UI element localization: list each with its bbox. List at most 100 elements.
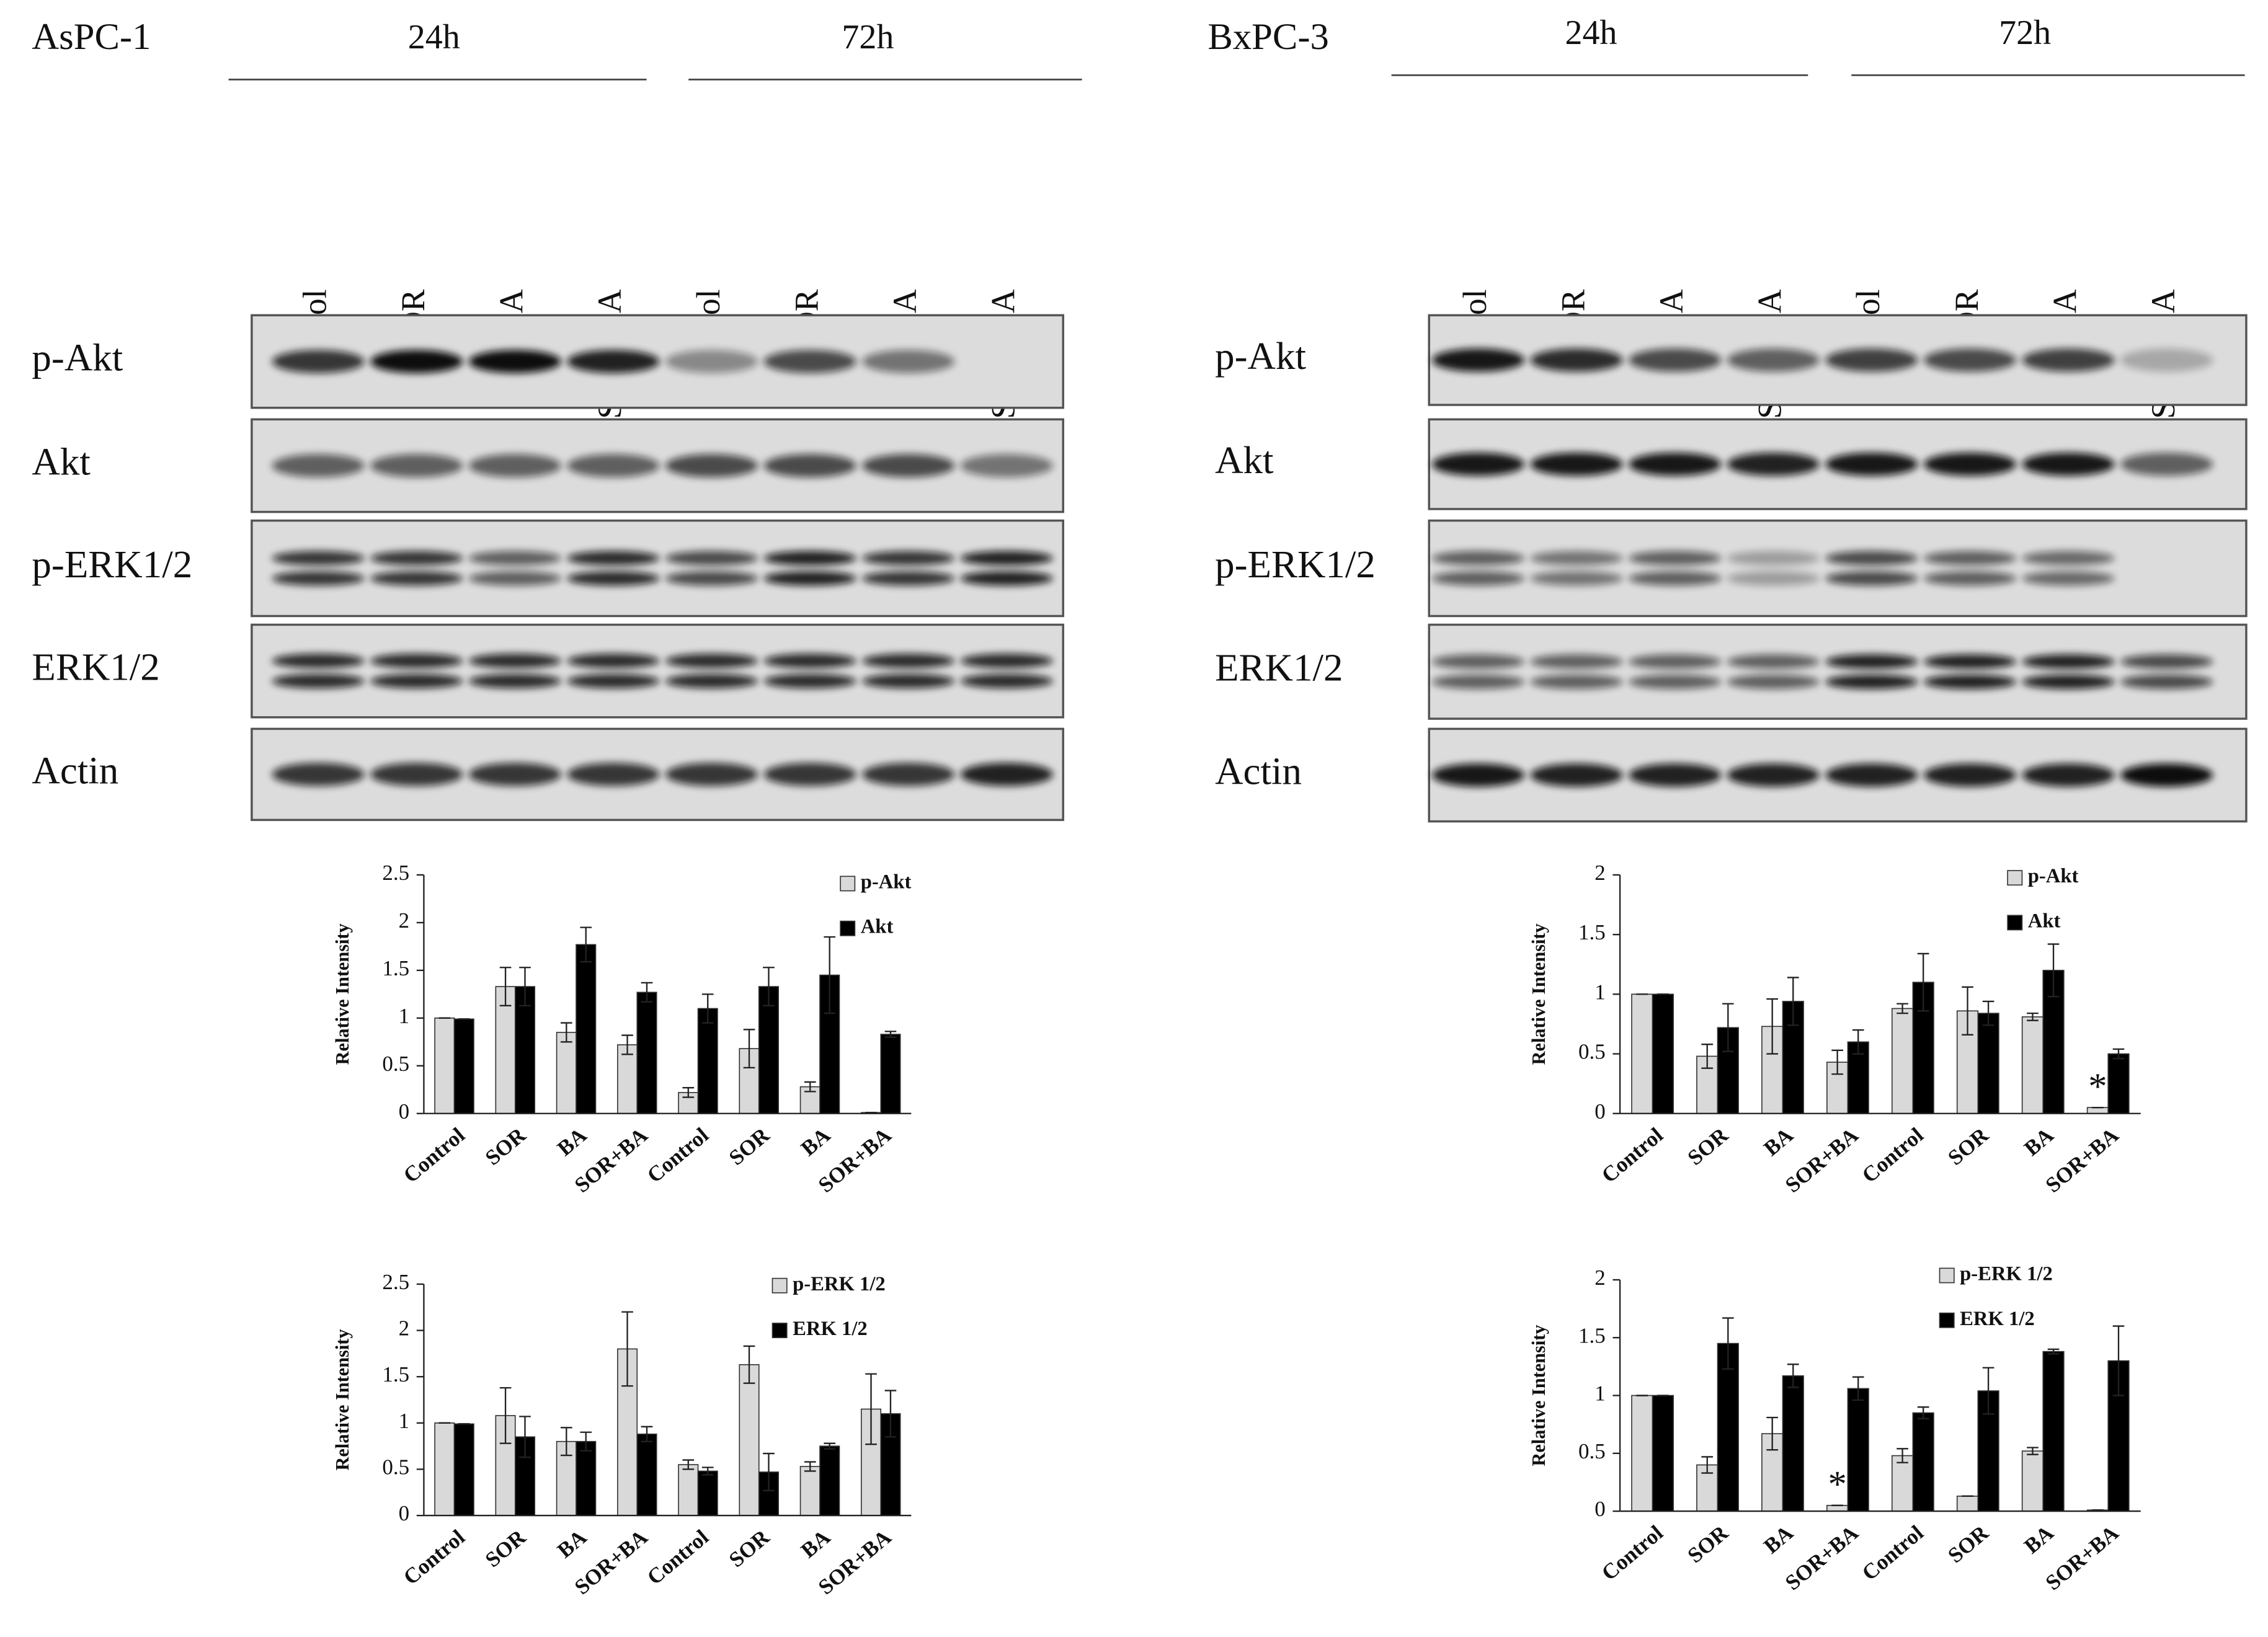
y-tick-label: 2: [1594, 1266, 1605, 1290]
blot-band: [763, 763, 856, 786]
blot-label: Actin: [1215, 749, 1302, 792]
error-bar: [804, 1081, 816, 1093]
y-tick-label: 1.5: [382, 1362, 409, 1386]
blot-label: Akt: [32, 440, 91, 483]
x-tick-label: SOR: [1683, 1520, 1733, 1568]
blot-band: [1727, 571, 1820, 586]
blot-band: [272, 763, 365, 786]
bar: [1782, 1375, 1804, 1512]
x-tick-label: BA: [1759, 1123, 1797, 1161]
error-bar: [1831, 1049, 1843, 1075]
bar: [697, 1470, 718, 1516]
blot-band: [960, 673, 1053, 689]
x-tick-label: SOR+BA: [1781, 1520, 1863, 1595]
bar: [556, 1032, 577, 1114]
x-tick-label: Control: [643, 1123, 713, 1188]
bar: [434, 1422, 455, 1516]
x-tick-label: BA: [2019, 1520, 2058, 1558]
bar: [453, 1018, 474, 1114]
blot-band: [665, 350, 758, 373]
blot-band: [665, 454, 758, 477]
blot-band: [763, 551, 856, 566]
legend-label: p-ERK 1/2: [793, 1273, 886, 1295]
blot-band: [1530, 571, 1623, 586]
blot-band: [1530, 674, 1623, 690]
blot-label: Actin: [32, 748, 118, 792]
bar: [678, 1464, 699, 1516]
y-axis-title: Relative Intensity: [332, 1329, 353, 1471]
error-bar: [804, 1461, 816, 1472]
timepoint-label: 72h: [842, 18, 894, 56]
blot-band: [1431, 654, 1525, 669]
blot-band: [370, 454, 463, 477]
error-bar: [1701, 1044, 1714, 1069]
blot-band: [2120, 348, 2213, 372]
bar: [1631, 1395, 1653, 1512]
error-bar: [2112, 1325, 2125, 1396]
y-tick-label: 1: [1594, 980, 1605, 1004]
bar: [636, 992, 657, 1114]
y-tick-label: 1: [399, 1004, 409, 1028]
x-tick-label: SOR: [481, 1122, 531, 1170]
y-tick-label: 0.5: [1578, 1439, 1606, 1463]
blot-band: [2022, 654, 2115, 669]
blot-band: [1923, 763, 2017, 787]
blot-band: [468, 763, 561, 786]
bar: [2021, 1016, 2044, 1114]
x-tick-label: Control: [399, 1525, 469, 1590]
bar: [434, 1018, 455, 1114]
blot-band: [763, 454, 856, 477]
legend-label: Akt: [861, 916, 894, 938]
blot-band: [2022, 551, 2115, 566]
bar: [1891, 1008, 1914, 1114]
blot-band: [370, 673, 463, 689]
error-bar: [499, 1386, 512, 1444]
blot-band: [862, 654, 955, 668]
error-bar: [1897, 1448, 1908, 1463]
x-tick-label: BA: [796, 1123, 835, 1161]
y-tick-label: 0: [1594, 1099, 1605, 1124]
error-bar: [1852, 1376, 1864, 1401]
blot-band: [1923, 551, 2017, 566]
blot-band: [468, 350, 561, 373]
blot-band: [1825, 763, 1918, 787]
timepoint-label: 24h: [1565, 14, 1617, 52]
bar: [1847, 1388, 1869, 1512]
blot-band: [1825, 551, 1918, 566]
error-bar: [621, 1311, 633, 1387]
blot-band: [370, 350, 463, 373]
error-bar: [2047, 943, 2060, 998]
significance-mark: *: [1828, 1464, 1846, 1506]
blot-band: [862, 350, 955, 373]
legend-swatch: [840, 920, 856, 936]
blot-band: [862, 551, 955, 566]
blot-band: [1629, 452, 1722, 476]
blot-band: [1530, 348, 1623, 372]
bar: [1826, 1504, 1849, 1512]
blot-image: [1428, 519, 2248, 618]
blot-label: ERK1/2: [32, 645, 159, 689]
error-bar: [743, 1029, 755, 1069]
error-bar: [560, 1022, 572, 1043]
error-bar: [1852, 1029, 1864, 1055]
timepoint-label: 24h: [408, 18, 460, 56]
blot-band: [370, 763, 463, 786]
error-bar: [519, 1416, 531, 1458]
blot-band: [1825, 348, 1918, 372]
blot-label: p-Akt: [1215, 334, 1306, 378]
blot-label: Akt: [1215, 438, 1274, 482]
blot-band: [1825, 571, 1918, 586]
blot-band: [1727, 551, 1820, 566]
blot-band: [1431, 571, 1525, 586]
blot-image: [251, 519, 1064, 618]
y-tick-label: 1.5: [382, 956, 409, 980]
blot-band: [665, 673, 758, 689]
error-bar: [865, 1373, 877, 1445]
error-bar: [1766, 1416, 1779, 1451]
error-bar: [743, 1345, 755, 1384]
blot-band: [2022, 571, 2115, 586]
blot-band: [1727, 654, 1820, 669]
error-bar: [1982, 1000, 1995, 1026]
blot-band: [665, 551, 758, 566]
x-tick-label: SOR: [724, 1122, 775, 1170]
